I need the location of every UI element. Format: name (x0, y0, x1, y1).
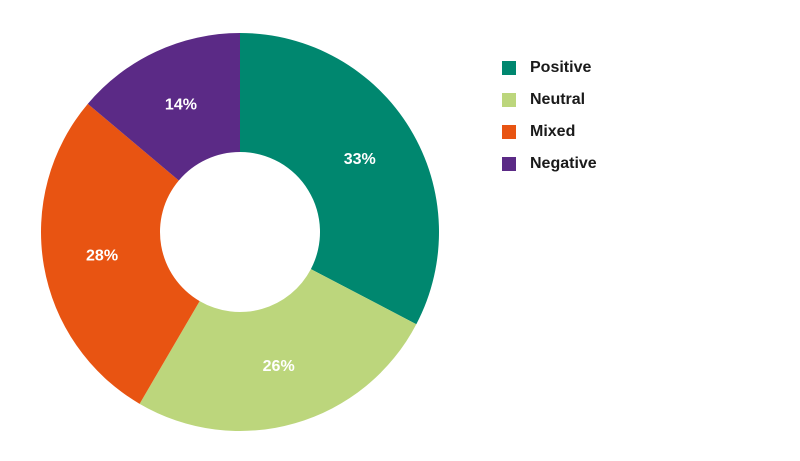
legend-label-neutral: Neutral (530, 91, 586, 108)
slice-labels-group: 33% 26% 28% 14% (86, 97, 376, 375)
slice-negative[interactable] (87, 33, 240, 181)
legend-swatch-positive (502, 61, 516, 75)
legend-swatch-negative (502, 157, 516, 171)
legend-swatch-neutral (502, 93, 516, 107)
slice-neutral[interactable] (139, 269, 417, 431)
slice-label-mixed: 28% (86, 247, 118, 264)
legend: Positive Neutral Mixed Negative (502, 52, 597, 180)
legend-item-positive[interactable]: Positive (502, 52, 597, 84)
slice-label-neutral: 26% (263, 358, 295, 375)
legend-item-neutral[interactable]: Neutral (502, 84, 597, 116)
slice-label-negative: 14% (165, 97, 197, 114)
slice-mixed[interactable] (41, 103, 200, 404)
legend-label-mixed: Mixed (530, 123, 576, 140)
slice-label-positive: 33% (344, 151, 376, 168)
slices-group (41, 33, 439, 431)
legend-label-positive: Positive (530, 59, 592, 76)
legend-item-mixed[interactable]: Mixed (502, 116, 597, 148)
legend-label-negative: Negative (530, 155, 597, 172)
legend-item-negative[interactable]: Negative (502, 148, 597, 180)
slice-positive[interactable] (240, 33, 439, 325)
legend-swatch-mixed (502, 125, 516, 139)
